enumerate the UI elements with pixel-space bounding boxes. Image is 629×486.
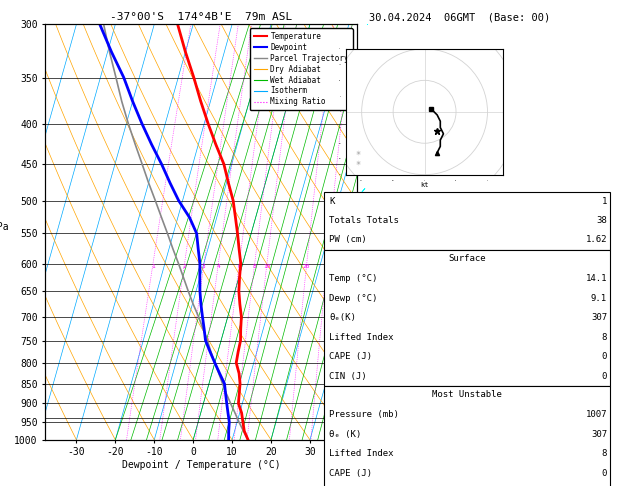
Text: Pressure (mb): Pressure (mb) [329,410,399,419]
Text: 8: 8 [601,332,607,342]
Text: Lifted Index: Lifted Index [329,332,394,342]
Y-axis label: hPa: hPa [0,222,9,232]
X-axis label: Dewpoint / Temperature (°C): Dewpoint / Temperature (°C) [121,460,281,470]
Title: -37°00'S  174°4B'E  79m ASL: -37°00'S 174°4B'E 79m ASL [110,12,292,22]
Text: © weatheronline.co.uk: © weatheronline.co.uk [407,473,511,482]
Text: ☼: ☼ [355,158,360,167]
Text: CAPE (J): CAPE (J) [329,469,372,478]
Text: 6: 6 [237,263,241,269]
Text: CAPE (J): CAPE (J) [329,352,372,361]
Legend: Temperature, Dewpoint, Parcel Trajectory, Dry Adiabat, Wet Adiabat, Isotherm, Mi: Temperature, Dewpoint, Parcel Trajectory… [250,28,353,110]
Text: Temp (°C): Temp (°C) [329,274,377,283]
Text: θₑ (K): θₑ (K) [329,430,361,439]
Text: 30.04.2024  06GMT  (Base: 00): 30.04.2024 06GMT (Base: 00) [369,12,550,22]
Text: 1007: 1007 [586,410,607,419]
Text: 28: 28 [323,263,331,269]
Text: PW (cm): PW (cm) [329,235,367,244]
Text: 8: 8 [601,449,607,458]
Text: 10: 10 [263,263,270,269]
Text: 307: 307 [591,313,607,322]
Text: 307: 307 [591,430,607,439]
Text: Most Unstable: Most Unstable [432,390,502,399]
Text: θₑ(K): θₑ(K) [329,313,356,322]
Text: 0: 0 [601,469,607,478]
Text: 9.1: 9.1 [591,294,607,303]
Text: 2: 2 [182,263,186,269]
Text: 3: 3 [202,263,206,269]
Text: 20: 20 [303,263,311,269]
Text: Totals Totals: Totals Totals [329,216,399,225]
Text: Dewp (°C): Dewp (°C) [329,294,377,303]
X-axis label: kt: kt [420,182,429,188]
Text: 0: 0 [601,352,607,361]
Text: Surface: Surface [448,254,486,263]
Text: 1: 1 [151,263,155,269]
Text: 1.62: 1.62 [586,235,607,244]
Text: 38: 38 [596,216,607,225]
Text: LCL: LCL [340,410,355,418]
Text: K: K [329,196,335,206]
Text: 8: 8 [253,263,257,269]
Text: 14.1: 14.1 [586,274,607,283]
Text: ☼: ☼ [355,149,360,158]
Text: CIN (J): CIN (J) [329,371,367,381]
Y-axis label: km
ASL: km ASL [381,223,396,242]
Text: 0: 0 [601,371,607,381]
Text: 4: 4 [216,263,220,269]
Text: Lifted Index: Lifted Index [329,449,394,458]
Text: 1: 1 [601,196,607,206]
